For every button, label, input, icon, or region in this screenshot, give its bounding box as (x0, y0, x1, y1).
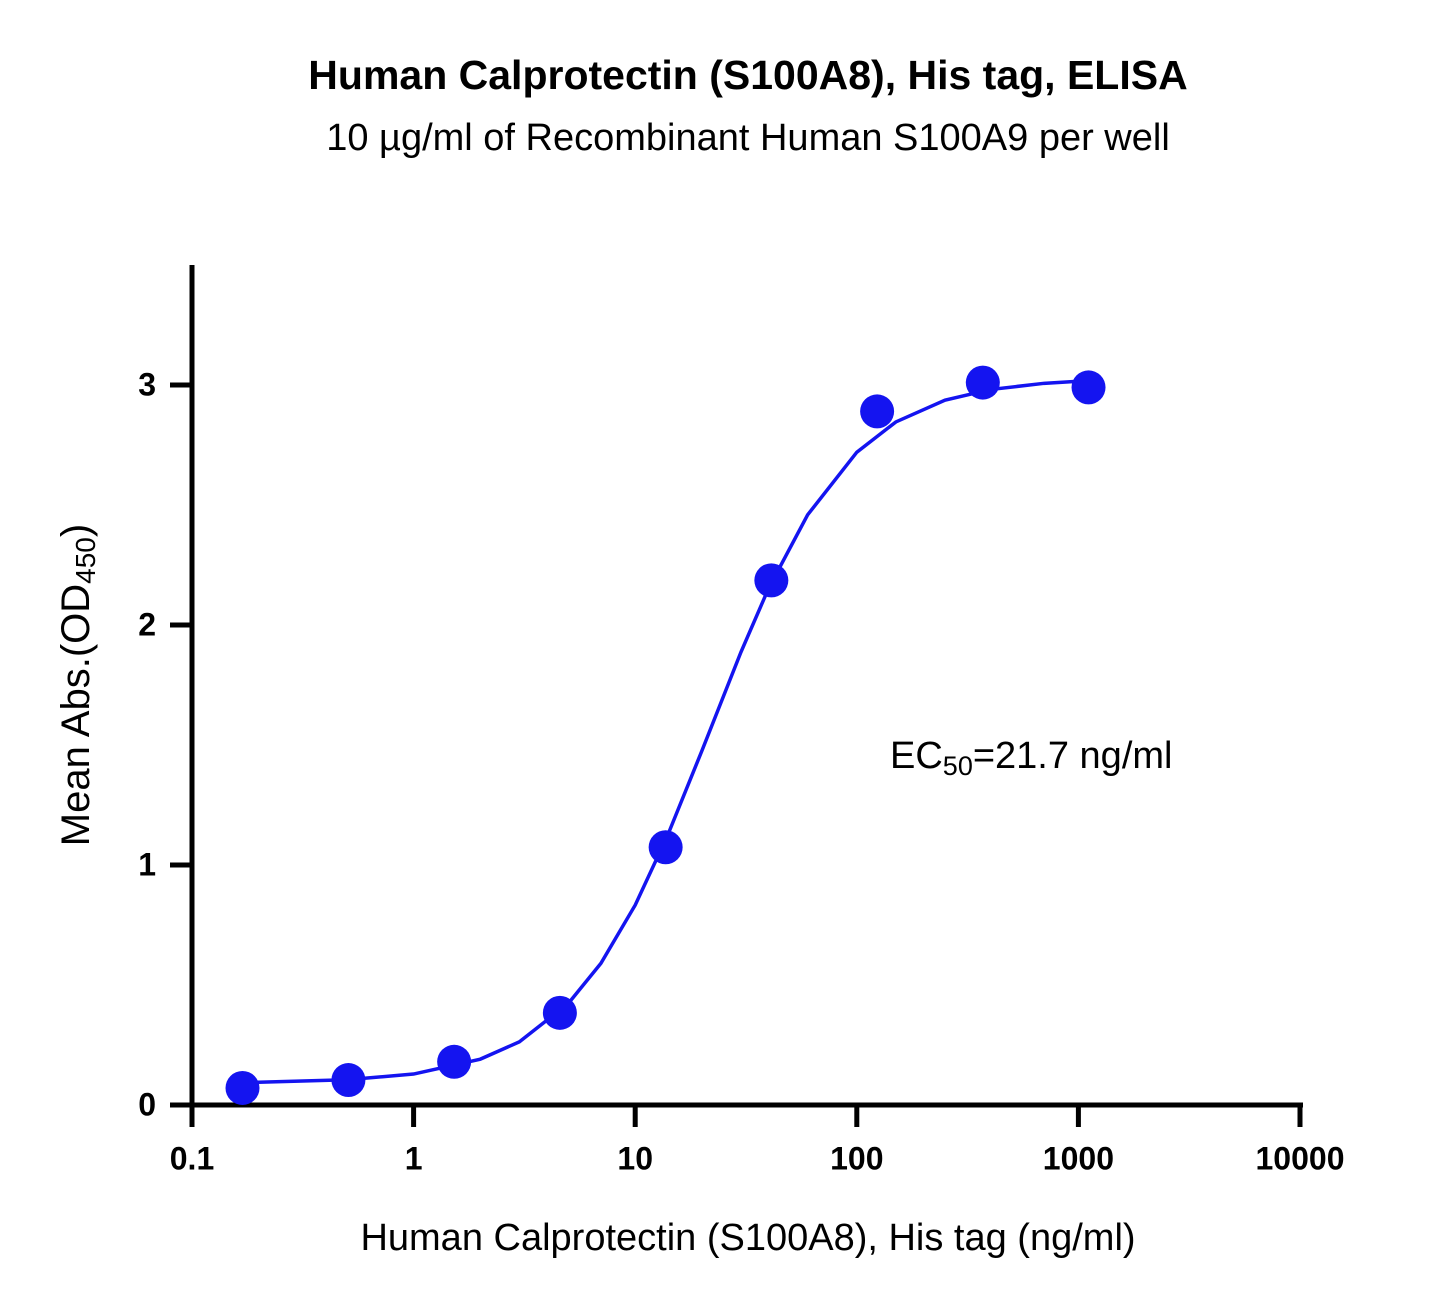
y-tick-label: 1 (138, 846, 156, 882)
x-tick-label: 0.1 (170, 1140, 214, 1176)
x-tick-label: 10 (617, 1140, 653, 1176)
annotation-part: =21.7 ng/ml (973, 735, 1173, 777)
fit-curve (243, 378, 1089, 1085)
y-label-subscript: 450 (70, 537, 101, 584)
y-label-part: ) (54, 524, 98, 537)
y-tick-label: 3 (138, 366, 156, 402)
plot-area: 0 1 2 3 0.1 1 10 100 1000 10000 (138, 265, 1344, 1176)
y-tick-label: 0 (138, 1086, 156, 1122)
annotation-part: EC (890, 735, 943, 777)
annotation-subscript: 50 (943, 751, 973, 781)
chart-subtitle: 10 µg/ml of Recombinant Human S100A9 per… (326, 117, 1170, 159)
y-label-part: Mean Abs.(OD (54, 584, 98, 846)
annotation: EC50=21.7 ng/ml (890, 735, 1172, 781)
x-tick-label: 1 (405, 1140, 423, 1176)
data-point (754, 563, 789, 598)
data-point (542, 995, 577, 1030)
y-tick-label: 2 (138, 606, 156, 642)
data-point (860, 394, 895, 429)
x-tick-label: 1000 (1043, 1140, 1114, 1176)
x-axis-label: Human Calprotectin (S100A8), His tag (ng… (360, 1217, 1135, 1259)
x-tick-label: 100 (830, 1140, 883, 1176)
data-point (965, 365, 1000, 400)
x-tick-label: 10000 (1256, 1140, 1345, 1176)
y-axis-label: Mean Abs.(OD450) (54, 524, 102, 846)
data-point (1071, 370, 1106, 405)
data-point (331, 1063, 366, 1098)
data-point (437, 1044, 472, 1079)
chart-title: Human Calprotectin (S100A8), His tag, EL… (308, 52, 1187, 98)
data-point (225, 1070, 260, 1105)
data-point (648, 830, 683, 865)
